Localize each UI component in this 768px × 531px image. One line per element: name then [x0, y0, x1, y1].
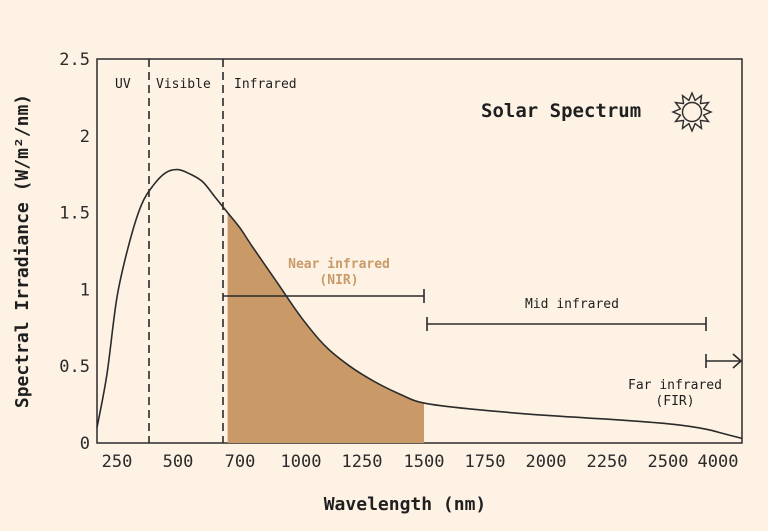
y-tick-label: 0.5: [59, 357, 90, 377]
nir-label-line2: (NIR): [319, 273, 358, 288]
y-axis-ticks: 0 0.5 1 1.5 2 2.5: [59, 50, 90, 454]
uv-label: UV: [115, 77, 131, 92]
x-tick-label: 1250: [342, 452, 383, 472]
x-tick-label: 700: [225, 452, 256, 472]
mid-infrared-bracket: [426, 317, 707, 331]
x-tick-label: 4000: [698, 452, 739, 472]
x-tick-label: 1750: [465, 452, 506, 472]
x-tick-label: 2500: [648, 452, 689, 472]
x-tick-label: 250: [102, 452, 133, 472]
nir-range-bracket: [223, 289, 425, 303]
y-tick-label: 2.5: [59, 50, 90, 70]
y-tick-label: 2: [80, 127, 90, 147]
nir-shaded-area: [227, 212, 424, 443]
y-tick-label: 1.5: [59, 204, 90, 224]
far-infrared-label-line1: Far infrared: [628, 378, 722, 393]
x-tick-label: 2250: [587, 452, 628, 472]
y-tick-label: 1: [80, 280, 90, 300]
infrared-label: Infrared: [234, 77, 297, 92]
far-infrared-label-line2: (FIR): [655, 394, 694, 409]
y-axis-title: Spectral Irradiance (W/m²/nm): [12, 94, 33, 408]
x-tick-label: 500: [163, 452, 194, 472]
far-infrared-arrow: [705, 353, 743, 369]
y-tick-label: 0: [80, 434, 90, 454]
sun-icon: [671, 91, 713, 133]
x-tick-label: 1000: [281, 452, 322, 472]
x-tick-label: 2000: [526, 452, 567, 472]
nir-label-line1: Near infrared: [288, 257, 390, 272]
mid-infrared-label: Mid infrared: [525, 297, 619, 312]
visible-label: Visible: [156, 77, 211, 92]
x-axis-title: Wavelength (nm): [324, 494, 487, 515]
spectrum-curve: [96, 168, 743, 440]
x-tick-label: 1500: [404, 452, 445, 472]
x-axis-ticks: 250 500 700 1000 1250 1500 1750 2000 2250 2500 400…: [102, 452, 739, 472]
chart-title: Solar Spectrum: [481, 100, 641, 122]
